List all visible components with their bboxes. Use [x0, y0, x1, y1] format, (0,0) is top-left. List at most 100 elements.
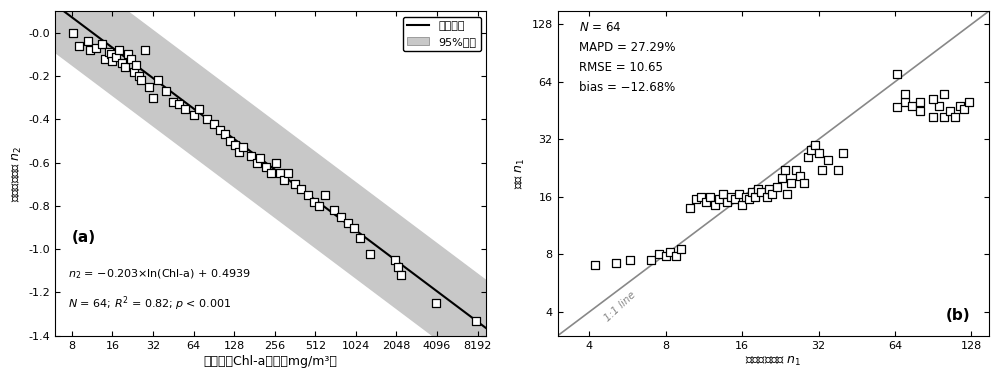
Point [352, 235, 368, 241]
Point [651, 251, 667, 257]
Point [744, 189, 760, 195]
Text: 1:1 line: 1:1 line [602, 289, 637, 323]
Point [280, 171, 296, 177]
Point [723, 194, 739, 200]
Point [222, 138, 238, 144]
Point [800, 153, 816, 160]
Text: (a): (a) [72, 230, 96, 245]
Point [177, 105, 193, 111]
Point [128, 62, 144, 68]
Point [126, 69, 142, 75]
Point [662, 249, 678, 255]
Point [889, 104, 905, 110]
Point [141, 84, 157, 90]
Point [340, 220, 356, 226]
Point [820, 157, 836, 163]
Point [272, 171, 288, 177]
Point [150, 77, 166, 83]
Point [783, 180, 799, 186]
Point [252, 155, 268, 161]
Point [643, 257, 659, 263]
Point [764, 191, 780, 197]
Point [727, 196, 743, 202]
Point [912, 108, 928, 114]
Point [673, 246, 689, 252]
Point [774, 175, 790, 182]
Point [306, 199, 322, 205]
Point [117, 64, 133, 70]
Point [258, 164, 274, 170]
Point [731, 191, 747, 197]
Point [936, 91, 952, 97]
Point [65, 30, 81, 36]
Point [114, 60, 130, 66]
Point [741, 196, 757, 202]
Point [103, 52, 119, 58]
Point [71, 43, 87, 49]
Point [88, 45, 104, 51]
Point [94, 41, 110, 47]
Point [830, 168, 846, 174]
Point [120, 52, 136, 58]
Point [912, 99, 928, 105]
Point [199, 116, 215, 122]
Point [97, 56, 113, 62]
Point [947, 114, 963, 120]
Point [317, 192, 333, 198]
Point [428, 300, 444, 306]
Point [889, 71, 905, 77]
Point [80, 38, 96, 44]
Point [777, 168, 793, 174]
Point [792, 173, 808, 179]
Point [387, 257, 403, 263]
Point [311, 203, 327, 209]
Point [393, 272, 409, 278]
Text: $N$ = 64
MAPD = 27.29%
RMSE = 10.65
bias = −12.68%: $N$ = 64 MAPD = 27.29% RMSE = 10.65 bias… [579, 21, 676, 94]
Point [707, 202, 723, 208]
Point [796, 180, 812, 186]
Point [747, 194, 763, 200]
Point [702, 194, 718, 200]
Point [961, 99, 977, 105]
Text: $N$ = 64; $R^2$ = 0.82; $p$ < 0.001: $N$ = 64; $R^2$ = 0.82; $p$ < 0.001 [68, 294, 231, 313]
Point [682, 205, 698, 211]
Point [693, 194, 709, 200]
Point [925, 96, 941, 102]
Point [300, 192, 316, 198]
Point [293, 186, 309, 192]
Point [171, 101, 187, 107]
Point [658, 254, 674, 260]
Point [936, 114, 952, 120]
Point [587, 262, 603, 268]
Y-axis label: 估算 $n_1$: 估算 $n_1$ [514, 158, 527, 189]
X-axis label: 实测数据拟合 $n_1$: 实测数据拟合 $n_1$ [745, 355, 801, 368]
Point [897, 99, 913, 105]
Point [897, 91, 913, 97]
Point [333, 214, 349, 220]
Point [287, 181, 303, 187]
Point [715, 191, 731, 197]
Point [468, 318, 484, 324]
Point [390, 263, 406, 269]
Point [217, 132, 233, 138]
Point [711, 196, 727, 202]
Legend: 拟合曲线, 95%预测: 拟合曲线, 95%预测 [403, 17, 481, 51]
Point [807, 142, 823, 148]
Point [227, 142, 243, 148]
Point [904, 103, 920, 109]
Point [622, 257, 638, 263]
Point [206, 121, 222, 127]
Point [145, 95, 161, 101]
X-axis label: 实测表层Chl-a浓度（mg/m³）: 实测表层Chl-a浓度（mg/m³） [204, 355, 338, 368]
Point [158, 88, 174, 94]
Point [131, 73, 147, 79]
Point [750, 186, 766, 193]
Point [738, 194, 754, 200]
Point [186, 112, 202, 118]
Point [268, 160, 284, 166]
Point [719, 199, 735, 205]
Y-axis label: 实测数据拟合 $n_2$: 实测数据拟合 $n_2$ [11, 145, 24, 202]
Point [779, 191, 795, 197]
Point [698, 199, 714, 205]
Point [931, 103, 947, 109]
